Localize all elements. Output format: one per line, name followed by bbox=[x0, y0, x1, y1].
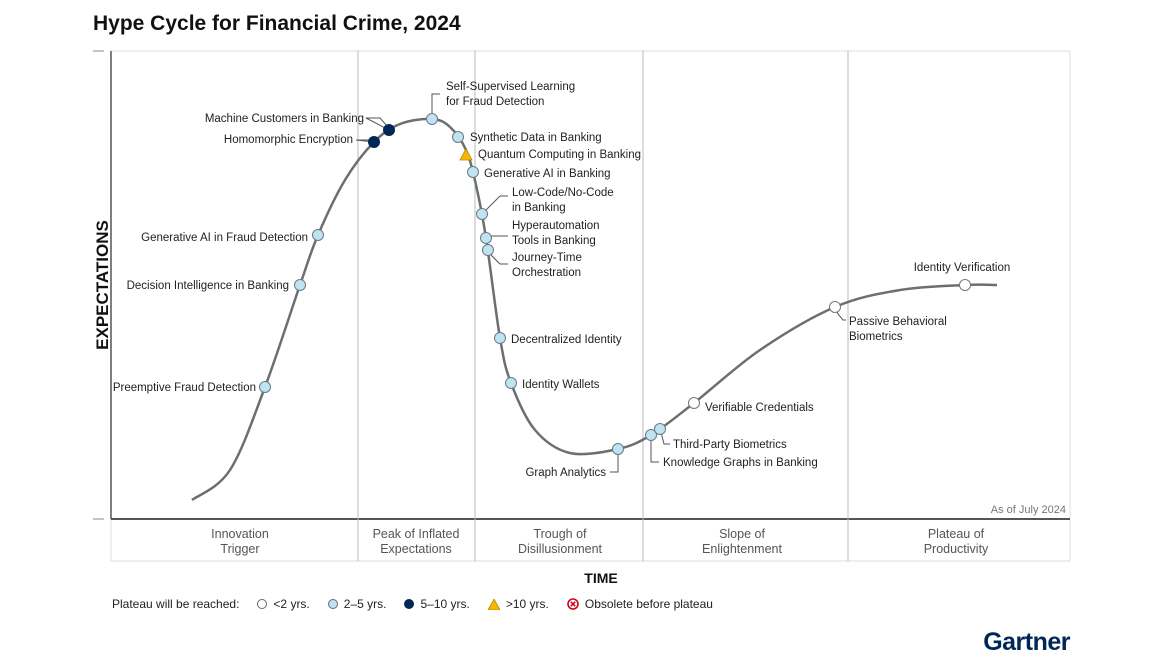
technology-label: Identity Verification bbox=[914, 262, 1011, 274]
technology-marker[interactable] bbox=[467, 166, 479, 178]
technology-marker[interactable] bbox=[480, 232, 492, 244]
technology-marker[interactable] bbox=[494, 332, 506, 344]
technology-marker[interactable] bbox=[612, 443, 624, 455]
technology-label: Hyperautomation Tools in Banking bbox=[512, 220, 600, 247]
technology-label: Low-Code/No-Code in Banking bbox=[512, 187, 614, 214]
phase-label: Innovation Trigger bbox=[211, 527, 269, 556]
technology-label: Machine Customers in Banking bbox=[205, 113, 364, 125]
technology-marker[interactable] bbox=[645, 429, 657, 441]
dark-blue-circle-icon bbox=[404, 599, 415, 609]
technology-label: Verifiable Credentials bbox=[705, 402, 814, 414]
technology-marker[interactable] bbox=[452, 131, 464, 143]
legend-item-gt10: >10 yrs. bbox=[487, 597, 549, 611]
technology-marker[interactable] bbox=[482, 244, 494, 256]
technology-label: Identity Wallets bbox=[522, 379, 600, 391]
technology-label: Preemptive Fraud Detection bbox=[113, 382, 256, 394]
technology-label: Self-Supervised Learning for Fraud Detect… bbox=[446, 81, 575, 108]
technology-marker[interactable] bbox=[383, 124, 395, 136]
technology-label: Knowledge Graphs in Banking bbox=[663, 457, 818, 469]
legend-title: Plateau will be reached: bbox=[112, 597, 240, 611]
technology-marker[interactable] bbox=[426, 113, 438, 125]
leader-line bbox=[355, 139, 375, 143]
page-title: Hype Cycle for Financial Crime, 2024 bbox=[93, 12, 461, 35]
light-blue-circle-icon bbox=[327, 599, 338, 609]
technology-label: Homomorphic Encryption bbox=[224, 134, 353, 146]
technology-label: Decentralized Identity bbox=[511, 334, 622, 346]
legend-label: 5–10 yrs. bbox=[420, 597, 470, 611]
technology-label: Third-Party Biometrics bbox=[673, 439, 787, 451]
gartner-logo: Gartner bbox=[983, 628, 1070, 656]
technology-marker[interactable] bbox=[829, 301, 841, 313]
as-of-date: As of July 2024 bbox=[991, 504, 1066, 516]
technology-marker[interactable] bbox=[654, 423, 666, 435]
technology-marker[interactable] bbox=[368, 136, 380, 148]
technology-label: Generative AI in Fraud Detection bbox=[141, 232, 308, 244]
technology-label: Decision Intelligence in Banking bbox=[127, 280, 289, 292]
technology-marker[interactable] bbox=[476, 208, 488, 220]
technology-label: Synthetic Data in Banking bbox=[470, 132, 602, 144]
technology-label: Generative AI in Banking bbox=[484, 168, 611, 180]
technology-label: Journey-Time Orchestration bbox=[512, 252, 582, 279]
legend-item-lt2: <2 yrs. bbox=[257, 597, 310, 611]
technology-marker[interactable] bbox=[959, 279, 971, 291]
triangle-icon bbox=[487, 598, 500, 610]
legend-item-obsolete: Obsolete before plateau bbox=[567, 597, 713, 611]
y-axis-label: EXPECTATIONS bbox=[93, 220, 112, 350]
phase-label: Slope of Enlightenment bbox=[702, 527, 782, 556]
technology-label: Quantum Computing in Banking bbox=[478, 149, 641, 161]
white-circle-icon bbox=[257, 599, 268, 609]
legend-item-2to5: 2–5 yrs. bbox=[327, 597, 387, 611]
legend-label: >10 yrs. bbox=[505, 597, 549, 611]
legend-label: Obsolete before plateau bbox=[584, 597, 713, 611]
phase-label: Trough of Disillusionment bbox=[518, 527, 603, 556]
x-axis-label: TIME bbox=[584, 570, 617, 586]
phase-label: Plateau of Productivity bbox=[924, 527, 989, 556]
legend: Plateau will be reached: <2 yrs. 2–5 yrs… bbox=[112, 597, 713, 611]
legend-item-5to10: 5–10 yrs. bbox=[404, 597, 470, 611]
technology-marker[interactable] bbox=[294, 279, 306, 291]
technology-label: Passive Behavioral Biometrics bbox=[849, 316, 947, 343]
technology-marker[interactable] bbox=[688, 397, 700, 409]
legend-label: <2 yrs. bbox=[273, 597, 310, 611]
technology-label: Graph Analytics bbox=[525, 467, 606, 479]
technology-marker[interactable] bbox=[259, 381, 271, 393]
obsolete-x-circle-icon bbox=[567, 598, 579, 610]
triangle-marker[interactable] bbox=[459, 148, 473, 161]
phase-label: Peak of Inflated Expectations bbox=[373, 527, 460, 556]
technology-marker[interactable] bbox=[505, 377, 517, 389]
technology-marker[interactable] bbox=[312, 229, 324, 241]
legend-label: 2–5 yrs. bbox=[343, 597, 387, 611]
leader-line bbox=[365, 117, 390, 131]
